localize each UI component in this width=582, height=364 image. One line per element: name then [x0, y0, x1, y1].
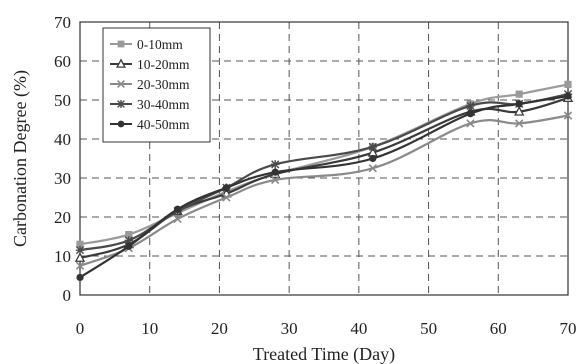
data-point	[125, 242, 133, 250]
y-tick-label: 30	[54, 169, 71, 188]
legend-item: 40-50mm	[110, 117, 190, 132]
y-tick-label: 70	[54, 13, 71, 32]
data-point	[563, 111, 573, 120]
data-point	[466, 110, 474, 118]
x-tick-label: 50	[420, 319, 437, 338]
tick-labels: 0 10 20 30 40 50 60 70 0 10 20 30 40 50 60 70	[54, 13, 577, 338]
data-point	[76, 273, 84, 282]
data-point	[271, 160, 280, 169]
data-point	[564, 80, 572, 88]
x-tick-label: 10	[141, 319, 158, 338]
x-tick-label: 70	[560, 319, 577, 338]
legend-marker	[116, 58, 126, 68]
legend-marker	[117, 120, 125, 128]
series-line	[78, 95, 570, 279]
y-tick-label: 0	[63, 286, 72, 305]
legend-item: 0-10mm	[110, 37, 183, 52]
x-tick-label: 0	[76, 319, 85, 338]
data-point	[174, 205, 182, 213]
x-tick-label: 20	[211, 319, 228, 338]
x-tick-label: 60	[490, 319, 507, 338]
data-point	[125, 230, 133, 239]
legend-marker	[117, 100, 125, 108]
legend-marker	[117, 40, 125, 48]
data-point	[514, 105, 525, 116]
y-tick-label: 10	[54, 247, 71, 266]
data-point	[515, 90, 523, 98]
y-tick-label: 20	[54, 208, 71, 227]
data-point	[369, 154, 377, 163]
x-tick-label: 40	[350, 319, 367, 338]
legend-item: 10-20mm	[110, 57, 190, 72]
data-point	[466, 101, 475, 111]
grid	[80, 22, 568, 295]
series-line	[78, 114, 570, 267]
data-point	[466, 119, 475, 128]
series-40-50mm	[76, 92, 572, 282]
x-tick-label: 30	[281, 319, 298, 338]
legend-item: 20-30mm	[110, 77, 190, 92]
data-point	[222, 184, 230, 192]
data-point	[271, 175, 280, 185]
legend-label: 0-10mm	[137, 37, 183, 52]
legend-label: 30-40mm	[137, 97, 190, 112]
data-point	[271, 168, 279, 176]
data-point	[515, 100, 523, 108]
x-axis-title: Treated Time (Day)	[253, 344, 395, 364]
data-point	[368, 164, 377, 173]
data-point	[76, 240, 84, 248]
data-point	[75, 245, 85, 255]
data-point	[124, 236, 133, 245]
legend-label: 40-50mm	[137, 117, 190, 132]
plot-area	[79, 21, 569, 296]
series-layer	[74, 80, 574, 282]
y-tick-label: 60	[54, 52, 71, 71]
data-point	[515, 119, 524, 128]
y-tick-label: 40	[54, 130, 71, 149]
data-point	[173, 214, 182, 224]
data-point	[222, 193, 231, 202]
data-point	[75, 261, 85, 270]
data-point	[74, 252, 86, 262]
series-20-30mm	[75, 111, 573, 270]
data-point	[368, 142, 377, 151]
legend: 0-10mm 10-20mm 20-30mm 30-40mm 40-50mm	[102, 27, 211, 143]
y-tick-label: 50	[54, 91, 71, 110]
legend-label: 20-30mm	[137, 77, 190, 92]
y-axis-title: Carbonation Degree (%)	[10, 70, 31, 247]
legend-item: 30-40mm	[110, 97, 190, 112]
data-point	[564, 92, 572, 100]
legend-label: 10-20mm	[137, 57, 190, 72]
legend-marker	[117, 80, 125, 88]
